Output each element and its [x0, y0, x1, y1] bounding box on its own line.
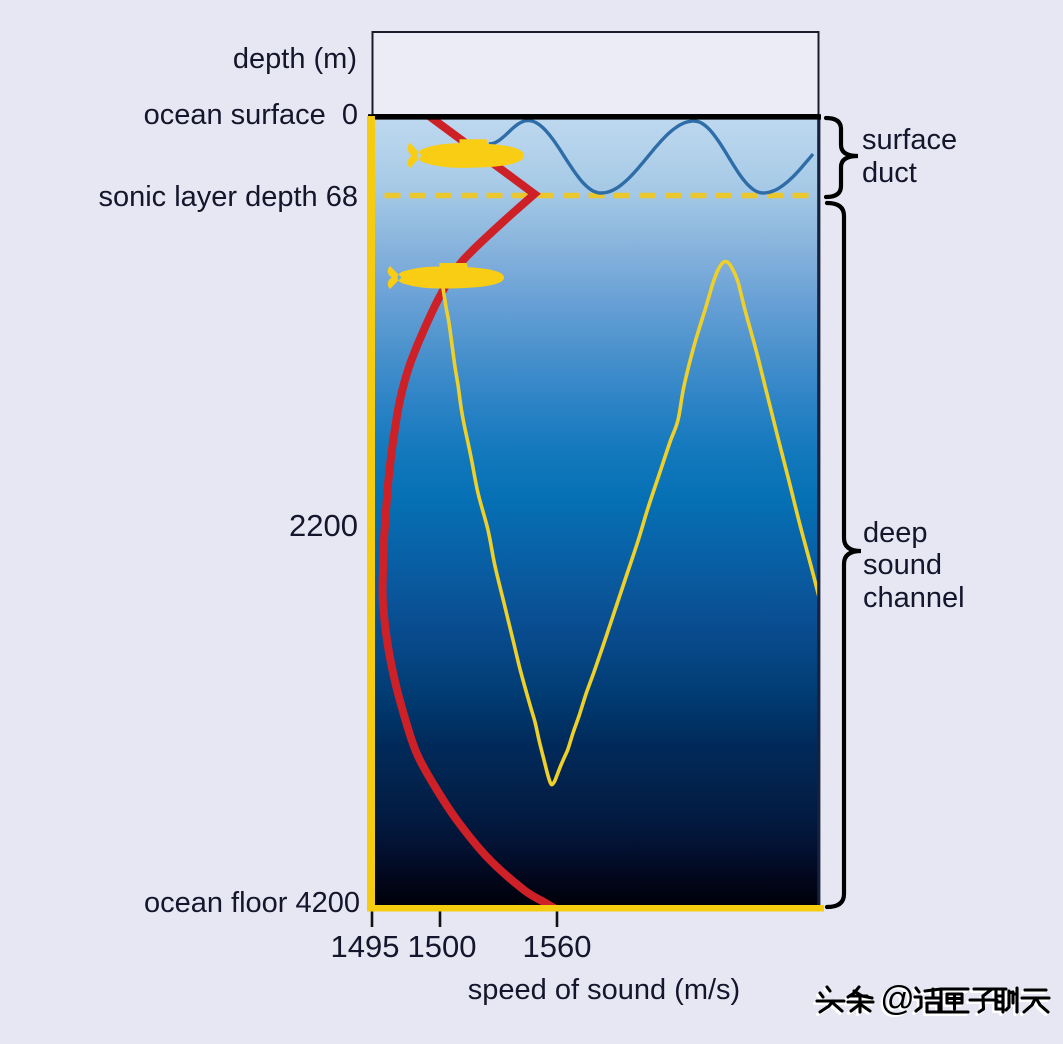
svg-text:deep: deep: [863, 517, 928, 549]
svg-text:ocean surface 0: ocean surface 0: [144, 99, 358, 131]
svg-text:2200: 2200: [289, 508, 358, 543]
svg-text:1560: 1560: [523, 929, 592, 964]
svg-text:sonic layer depth 68: sonic layer depth 68: [98, 181, 358, 213]
svg-text:@: @: [880, 980, 915, 1018]
svg-text:1495: 1495: [331, 929, 400, 964]
svg-text:ocean floor 4200: ocean floor 4200: [144, 887, 360, 919]
svg-text:channel: channel: [863, 582, 965, 614]
svg-text:depth (m): depth (m): [233, 43, 357, 75]
svg-text:1500: 1500: [408, 929, 477, 964]
svg-text:duct: duct: [862, 157, 917, 189]
svg-text:speed of sound (m/s): speed of sound (m/s): [468, 974, 740, 1006]
svg-text:sound: sound: [863, 549, 942, 581]
svg-text:surface: surface: [862, 124, 957, 156]
svg-text:@: @: [878, 982, 913, 1020]
